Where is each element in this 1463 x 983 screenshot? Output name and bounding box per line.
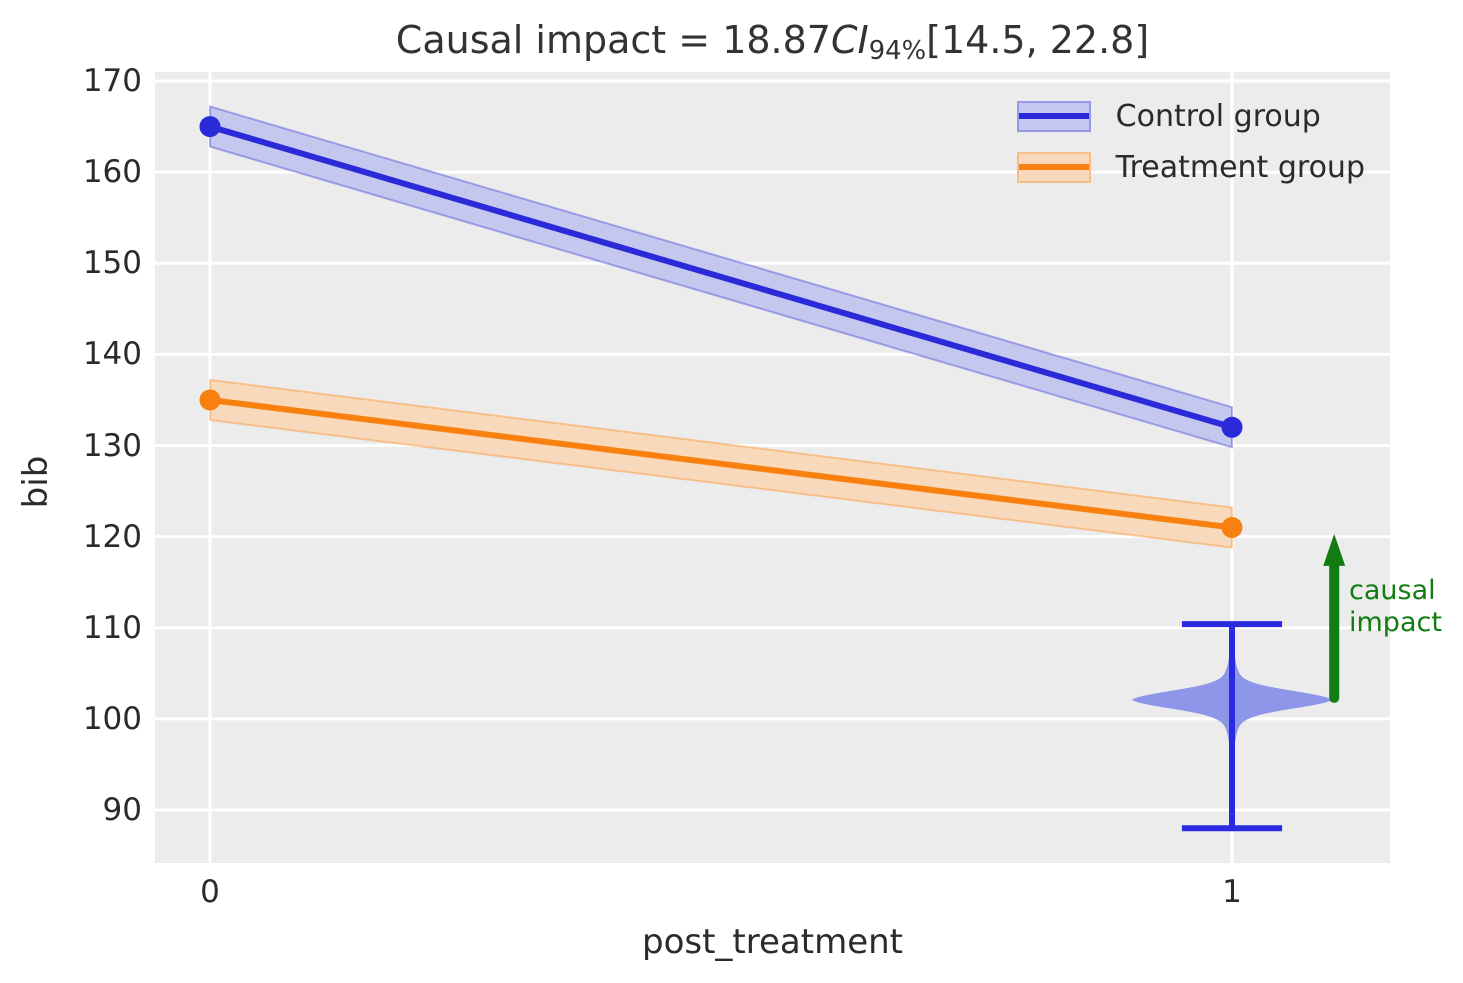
title-prefix: Causal impact = 18.87	[395, 18, 831, 62]
y-tick-label: 120	[82, 518, 142, 555]
treatment-line	[207, 396, 1235, 531]
control-line	[207, 123, 1235, 431]
legend-item-treatment: Treatment group	[1016, 145, 1365, 189]
title-ci-subscript: 94%	[868, 36, 927, 67]
legend-label-treatment: Treatment group	[1115, 149, 1365, 185]
treatment-group-swatch	[1016, 151, 1091, 183]
y-tick-label: 150	[82, 245, 142, 282]
y-tick-label: 160	[82, 154, 142, 191]
chart-title: Causal impact = 18.87CI94%[14.5, 22.8]	[155, 18, 1390, 66]
y-tick-label: 90	[102, 792, 142, 828]
control-group-swatch-line	[1018, 113, 1089, 119]
y-tick-label: 140	[82, 336, 142, 373]
y-tick-label: 170	[82, 63, 142, 99]
causal-impact-annotation: causal impact	[1349, 575, 1442, 639]
legend: Control group Treatment group	[1016, 94, 1365, 189]
control-group-swatch	[1016, 100, 1091, 132]
x-tick-label: 1	[1222, 874, 1242, 910]
title-ci-symbol: CI	[830, 18, 869, 62]
causal-impact-arrow-head	[1323, 533, 1346, 566]
treatment-point	[199, 389, 221, 411]
annotation-line-1: causal	[1349, 575, 1436, 606]
treatment-point	[1221, 517, 1243, 539]
y-tick-label: 100	[82, 700, 142, 737]
y-tick-label: 130	[82, 427, 142, 464]
y-tick-label: 110	[82, 609, 142, 646]
control-point	[199, 116, 221, 138]
title-interval: [14.5, 22.8]	[926, 18, 1150, 62]
legend-item-control: Control group	[1016, 94, 1365, 138]
treatment-group-swatch-line	[1018, 164, 1089, 170]
x-tick-label: 0	[200, 874, 220, 910]
x-axis-label: post_treatment	[642, 922, 903, 962]
legend-label-control: Control group	[1115, 98, 1321, 134]
annotation-line-2: impact	[1349, 607, 1442, 638]
control-point	[1221, 416, 1243, 438]
